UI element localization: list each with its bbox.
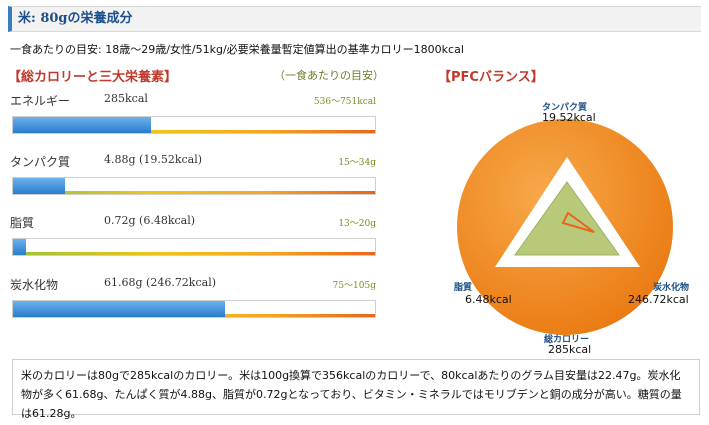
nutrient-target-range: 75～105g bbox=[332, 281, 376, 291]
nutrient-bar bbox=[12, 238, 376, 256]
nutrition-description: 米のカロリーは80gで285kcalのカロリー。米は100g換算で356kcal… bbox=[12, 359, 700, 420]
nutrient-name: タンパク質 bbox=[10, 155, 71, 169]
nutrient-amount: 61.68g (246.72kcal) bbox=[104, 276, 217, 289]
nutrient-name: エネルギー bbox=[10, 94, 71, 108]
nutrient-target-range: 13～20g bbox=[338, 219, 376, 229]
nutrient-name: 炭水化物 bbox=[10, 278, 59, 292]
pfc-protein-value: 19.52kcal bbox=[542, 111, 596, 124]
pfc-total-label: 総カロリー bbox=[544, 335, 590, 345]
pfc-heading: 【PFCバランス】 bbox=[438, 70, 544, 85]
nutrient-bar bbox=[12, 177, 376, 195]
nutrient-amount: 285kcal bbox=[104, 92, 148, 105]
pfc-carb-label: 炭水化物 bbox=[653, 283, 690, 293]
target-guide-line bbox=[13, 252, 375, 255]
nutrient-bar bbox=[12, 116, 376, 134]
nutrient-bar-fill bbox=[13, 117, 151, 133]
nutrient-bar-fill bbox=[13, 239, 26, 255]
pfc-balance-chart: タンパク質 19.52kcal 脂質 6.48kcal 炭水化物 246.72k… bbox=[440, 90, 706, 360]
pfc-reference-triangle bbox=[514, 181, 620, 256]
pfc-data-polygon bbox=[561, 211, 595, 233]
nutrient-bar-fill bbox=[13, 301, 225, 317]
pfc-graphic bbox=[457, 119, 673, 335]
nutrients-heading: 【総カロリーと三大栄養素】 bbox=[8, 70, 178, 85]
pfc-protein-label: タンパク質 bbox=[542, 103, 588, 113]
target-info: 一食あたりの目安: 18歳～29歳/女性/51kg/必要栄養量暫定値算出の基準カ… bbox=[10, 43, 464, 56]
nutrient-target-range: 536～751kcal bbox=[313, 97, 376, 107]
nutrient-bar bbox=[12, 300, 376, 318]
pfc-carb-value: 246.72kcal bbox=[628, 293, 689, 306]
target-guide-line bbox=[13, 191, 375, 194]
pfc-fat-label: 脂質 bbox=[454, 283, 473, 293]
nutrient-amount: 0.72g (6.48kcal) bbox=[104, 214, 196, 227]
pfc-total-value: 285kcal bbox=[548, 343, 592, 356]
target-guide-line bbox=[13, 130, 375, 133]
pfc-fat-value: 6.48kcal bbox=[465, 293, 512, 306]
nutrient-name: 脂質 bbox=[10, 216, 35, 230]
nutrients-subheading: （一食あたりの目安） bbox=[274, 69, 384, 82]
nutrient-target-range: 15～34g bbox=[338, 158, 376, 168]
page-title: 米: 80gの栄養成分 bbox=[8, 6, 701, 32]
nutrient-amount: 4.88g (19.52kcal) bbox=[104, 153, 203, 166]
nutrient-bar-fill bbox=[13, 178, 66, 194]
